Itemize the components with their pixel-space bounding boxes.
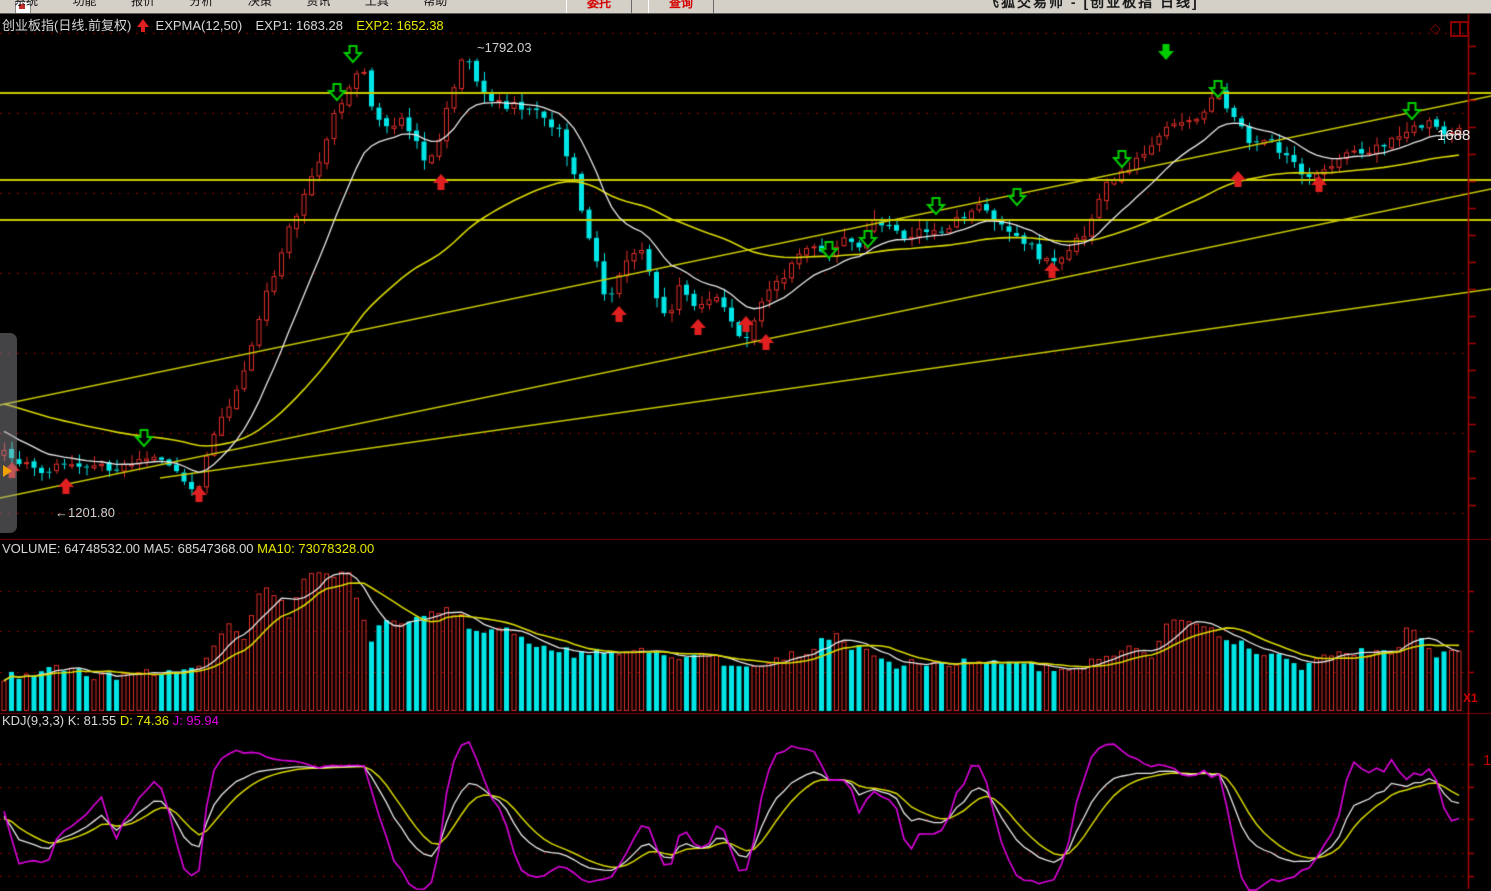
window-layout-icon[interactable] <box>1450 21 1469 37</box>
menu-item[interactable]: 工具 <box>364 0 389 8</box>
exp1-value: EXP1: 1683.28 <box>255 18 343 33</box>
menu-bar: 系统 功能 报价 分析 决策 资讯 工具 帮助 委托 查询 飞狐交易师 - [创… <box>0 0 1491 14</box>
last-price-label: 1688 <box>1437 127 1471 144</box>
menu-item[interactable]: 资讯 <box>306 0 331 8</box>
ma10-value: MA10: 73078328.00 <box>257 541 375 556</box>
d-value: D: 74.36 <box>119 713 169 728</box>
exp2-value: EXP2: 1652.38 <box>356 18 444 33</box>
j-value: J: 95.94 <box>172 713 219 728</box>
menu-item[interactable]: 系统 <box>14 0 39 8</box>
trough-price-annotation: ←1201.80 <box>55 505 115 520</box>
menu-item[interactable]: 分析 <box>189 0 214 8</box>
app-icon[interactable] <box>15 1 31 13</box>
peak-price-annotation: ~1792.03 <box>477 40 532 55</box>
main-indicator-header: 创业板指(日线.前复权) EXPMA(12,50) EXP1: 1683.28 … <box>2 15 444 34</box>
volume-indicator-header: VOLUME: 64748532.00 MA5: 68547368.00 MA1… <box>2 541 374 556</box>
query-button[interactable]: 查询 <box>648 0 714 13</box>
volume-value: VOLUME: 64748532.00 <box>2 541 141 556</box>
menu-item[interactable]: 帮助 <box>423 0 448 8</box>
symbol-label: 创业板指(日线.前复权) <box>2 18 132 33</box>
menu-item[interactable]: 功能 <box>72 0 97 8</box>
expand-triangle-icon <box>3 465 12 477</box>
kdj-params: KDJ(9,3,3) <box>2 713 65 728</box>
expma-label: EXPMA(12,50) <box>155 18 243 33</box>
diamond-icon[interactable]: ◇ <box>1430 20 1441 36</box>
kdj-scale-label: 100 <box>1483 752 1491 769</box>
menu-item[interactable]: 报价 <box>130 0 155 8</box>
menu-item[interactable]: 决策 <box>247 0 272 8</box>
ma5-value: MA5: 68547368.00 <box>143 541 254 556</box>
window-title: 飞狐交易师 - [创业板指 日线] <box>985 0 1199 10</box>
volume-scale-label: X1 <box>1463 691 1478 705</box>
up-arrow-icon <box>136 19 150 32</box>
kdj-indicator-header: KDJ(9,3,3) K: 81.55 D: 74.36 J: 95.94 <box>2 713 219 728</box>
k-value: K: 81.55 <box>67 713 117 728</box>
trade-button[interactable]: 委托 <box>566 0 632 13</box>
side-toolbar-handle[interactable] <box>0 333 17 533</box>
